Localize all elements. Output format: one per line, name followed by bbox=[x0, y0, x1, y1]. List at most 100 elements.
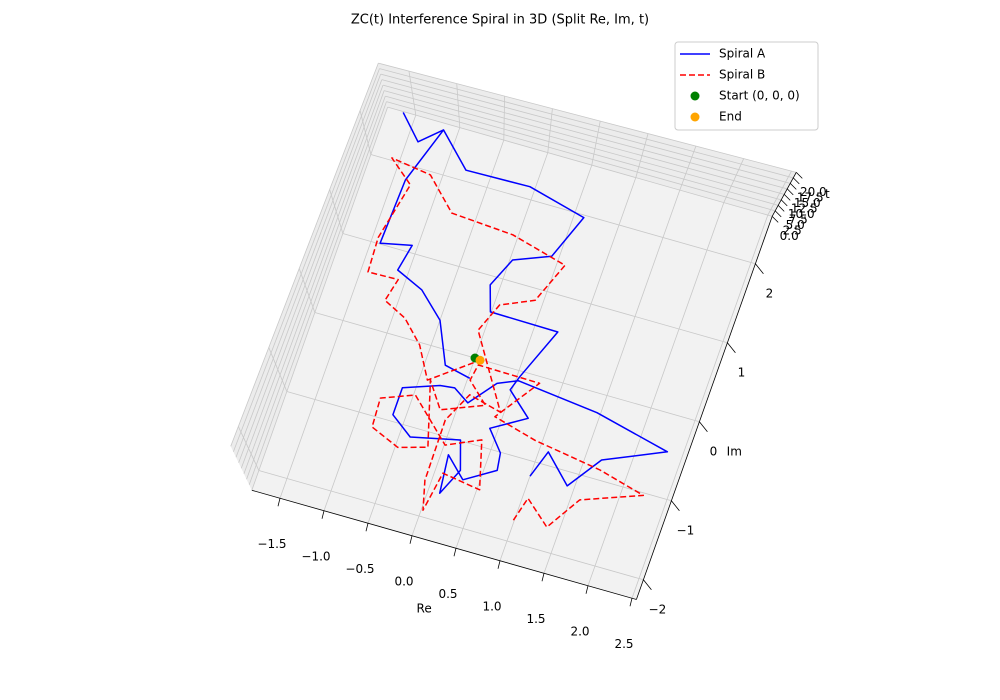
tick-mark bbox=[629, 598, 633, 607]
y-tick-label: 2 bbox=[766, 286, 774, 300]
tick-mark bbox=[789, 183, 797, 190]
tick-mark bbox=[774, 210, 782, 218]
legend-swatch bbox=[690, 91, 700, 101]
grid-line bbox=[342, 233, 728, 344]
grid-line bbox=[385, 95, 779, 206]
tick-mark bbox=[755, 263, 764, 274]
grid-line bbox=[240, 84, 384, 469]
grid-line bbox=[499, 177, 637, 561]
z-tick-label: 5.0 bbox=[786, 218, 805, 232]
grid-line bbox=[233, 68, 380, 452]
z-tick-label: 17.5 bbox=[797, 190, 824, 204]
grid-line bbox=[248, 101, 387, 485]
grid-line bbox=[380, 73, 791, 184]
tick-mark bbox=[585, 585, 589, 594]
series-line bbox=[379, 112, 669, 494]
z-tick-label: 10.0 bbox=[788, 207, 815, 221]
grid-line bbox=[243, 90, 385, 474]
tick-mark bbox=[780, 199, 788, 207]
z-tick-label: 7.5 bbox=[789, 212, 808, 226]
y-axis-label: Im bbox=[727, 444, 742, 458]
legend-label: Start (0, 0, 0) bbox=[719, 89, 800, 103]
x-tick-label: 0.5 bbox=[438, 587, 457, 601]
tick-mark bbox=[786, 188, 794, 196]
floor bbox=[251, 107, 773, 600]
grid-line bbox=[386, 101, 776, 212]
x-tick-label: 2.5 bbox=[614, 637, 633, 651]
series-line bbox=[367, 157, 645, 528]
grid bbox=[230, 62, 797, 599]
grid-line bbox=[323, 127, 461, 511]
grid-line bbox=[235, 73, 382, 458]
tick-mark bbox=[771, 216, 779, 223]
x-axis-line bbox=[251, 489, 637, 600]
grid-line bbox=[258, 470, 644, 581]
grid-line bbox=[370, 154, 756, 265]
tick-mark bbox=[409, 535, 413, 544]
legend: Spiral A Spiral B Start (0, 0, 0) End bbox=[674, 41, 819, 131]
x-tick-label: −0.5 bbox=[345, 562, 374, 576]
tick-mark bbox=[699, 421, 708, 432]
grid-line bbox=[387, 106, 773, 217]
grid-line bbox=[381, 79, 788, 190]
grid-line bbox=[367, 139, 505, 524]
grid-line bbox=[378, 62, 797, 173]
grid-line bbox=[455, 164, 593, 549]
tick-mark bbox=[453, 548, 457, 557]
grid-line bbox=[238, 79, 383, 463]
grid-line bbox=[230, 62, 379, 447]
z-tick-label: 20.0 bbox=[800, 185, 827, 199]
grid-line bbox=[279, 114, 417, 499]
x-tick-label: 1.5 bbox=[526, 612, 545, 626]
x-tick-label: 0.0 bbox=[394, 574, 413, 588]
x-axis-label: Re bbox=[417, 601, 432, 615]
legend-label: Spiral B bbox=[719, 68, 765, 82]
grid-line bbox=[587, 202, 725, 586]
tick-mark bbox=[727, 342, 736, 353]
x-tick-label: 2.0 bbox=[570, 624, 589, 638]
tick-mark bbox=[497, 560, 501, 569]
grid-line bbox=[251, 106, 389, 491]
grid-line bbox=[314, 312, 700, 423]
z-tick-label: 0.0 bbox=[780, 229, 799, 243]
tick-mark bbox=[777, 205, 785, 212]
tick-mark bbox=[796, 172, 803, 179]
x-tick-label: −1.0 bbox=[301, 549, 330, 563]
y-axis-line bbox=[636, 216, 773, 600]
tick-mark bbox=[671, 500, 680, 511]
x-tick-label: −1.5 bbox=[257, 537, 286, 551]
z-tick-label: 12.5 bbox=[791, 201, 818, 215]
legend-box bbox=[674, 41, 819, 131]
tick-mark bbox=[793, 177, 800, 185]
grid-line bbox=[411, 152, 549, 536]
legend-label: Spiral A bbox=[719, 47, 766, 61]
z-axis-label: t bbox=[825, 187, 830, 201]
grid-line bbox=[384, 90, 782, 201]
grid-line bbox=[379, 68, 794, 179]
y-tick-label: −2 bbox=[649, 602, 667, 616]
z-axis-line bbox=[771, 172, 797, 217]
tick-mark bbox=[643, 579, 652, 590]
tick-mark bbox=[365, 523, 369, 532]
chart-title: ZC(t) Interference Spiral in 3D (Split R… bbox=[351, 13, 649, 28]
legend-label: End bbox=[719, 110, 742, 124]
y-tick-label: 0 bbox=[710, 444, 718, 458]
grid-line bbox=[286, 391, 672, 502]
z-tick-label: 15.0 bbox=[794, 196, 821, 210]
legend-swatch bbox=[690, 112, 700, 122]
tick-mark bbox=[277, 498, 281, 507]
tick-mark bbox=[541, 573, 545, 582]
tick-mark bbox=[783, 194, 791, 201]
z-tick-label: 2.5 bbox=[783, 223, 802, 237]
y-tick-label: 1 bbox=[738, 365, 746, 379]
y-tick-label: −1 bbox=[677, 523, 695, 537]
grid-line bbox=[382, 84, 785, 195]
tick-mark bbox=[321, 510, 325, 519]
grid-line bbox=[631, 214, 769, 599]
grid-line bbox=[246, 95, 386, 480]
marks bbox=[367, 112, 669, 528]
point bbox=[475, 355, 485, 365]
axes: −1.5−1.0−0.50.00.51.01.52.02.5−2−10120.0… bbox=[251, 172, 830, 651]
grid-line bbox=[543, 189, 681, 574]
